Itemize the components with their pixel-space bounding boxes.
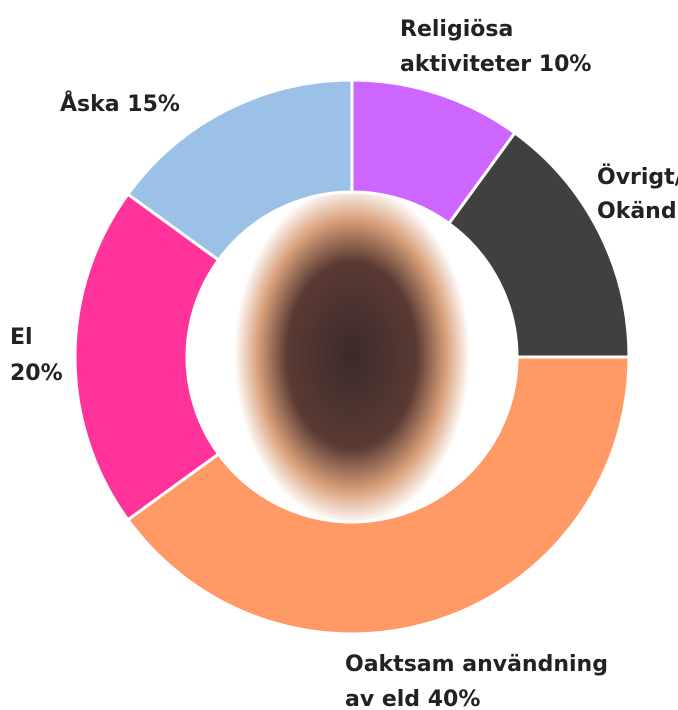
center-image: [234, 185, 470, 525]
segment-label: Oaktsam användning: [345, 652, 608, 677]
donut-segment: [125, 355, 631, 636]
segment-label: 20%: [10, 361, 63, 386]
segment-label: Religiösa: [400, 17, 513, 42]
donut-segment: [125, 78, 354, 263]
segment-label: av eld 40%: [345, 687, 480, 710]
segment-label: El: [10, 325, 33, 350]
donut-segment: [73, 192, 221, 522]
segment-label: Åska 15%: [60, 91, 180, 117]
segment-label: Okänd 15%: [597, 199, 678, 224]
segment-label: Övrigt/: [597, 164, 678, 190]
segment-label: aktiviteter 10%: [400, 52, 591, 77]
